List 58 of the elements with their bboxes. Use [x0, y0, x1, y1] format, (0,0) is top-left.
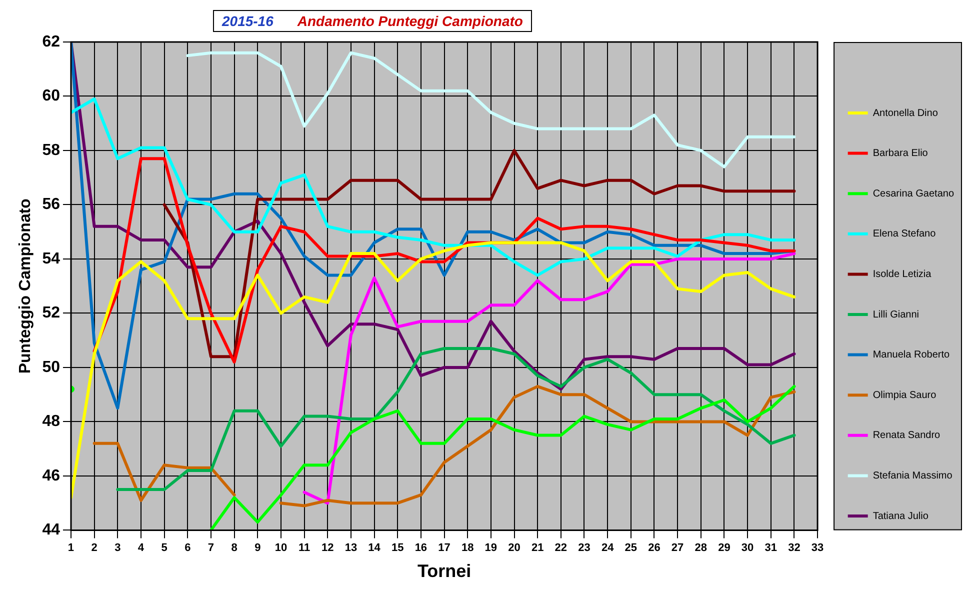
legend-label: Isolde Letizia — [872, 268, 932, 280]
x-tick-label: 29 — [718, 542, 730, 554]
legend-label: Olimpia Sauro — [872, 390, 937, 401]
legend-label: Stefania Massimo — [872, 470, 953, 482]
y-tick-label: 44 — [42, 522, 60, 539]
x-tick-label: 6 — [184, 542, 191, 554]
x-tick-label: 24 — [601, 542, 615, 554]
x-tick-label: 1 — [68, 542, 74, 554]
y-tick-label: 52 — [42, 304, 60, 322]
x-tick-label: 18 — [461, 542, 474, 554]
legend-label: Manuela Roberto — [872, 350, 950, 361]
legend-label: Barbara Elio — [872, 148, 928, 160]
x-tick-label: 10 — [274, 542, 288, 554]
x-tick-label: 14 — [368, 542, 382, 554]
x-tick-label: 11 — [298, 542, 310, 554]
x-tick-label: 32 — [788, 542, 800, 554]
legend-label: Tatiana Julio — [872, 510, 929, 522]
x-tick-label: 22 — [554, 542, 568, 554]
x-tick-label: 13 — [344, 542, 358, 554]
y-tick-label: 60 — [42, 88, 60, 105]
x-tick-label: 12 — [321, 542, 334, 554]
y-tick-label: 56 — [42, 196, 60, 214]
x-tick-label: 26 — [648, 542, 660, 554]
x-tick-label: 2 — [91, 542, 98, 554]
x-tick-label: 4 — [138, 542, 145, 554]
legend-label: Antonella Dino — [872, 108, 938, 119]
x-tick-label: 7 — [208, 542, 214, 554]
y-tick-label: 50 — [42, 358, 60, 376]
x-tick-label: 3 — [114, 542, 121, 554]
x-tick-label: 23 — [578, 542, 590, 554]
x-tick-label: 20 — [508, 542, 520, 554]
x-tick-label: 9 — [254, 542, 261, 554]
y-axis-title: Punteggio Campionato — [17, 198, 34, 374]
legend-label: Elena Stefano — [872, 228, 936, 240]
x-tick-label: 25 — [624, 542, 638, 554]
x-tick-label: 28 — [694, 542, 708, 554]
legend-label: Lilli Gianni — [872, 309, 919, 320]
chart-subtitle: Andamento Punteggi Campionato — [297, 13, 523, 29]
chart-title: 2015-16 — [222, 13, 274, 29]
y-tick-label: 48 — [42, 413, 60, 430]
x-tick-label: 16 — [414, 542, 428, 554]
y-tick-label: 54 — [42, 250, 60, 268]
y-tick-label: 62 — [42, 33, 60, 50]
legend-label: Renata Sandro — [872, 430, 941, 442]
x-tick-label: 15 — [391, 542, 404, 554]
y-tick-label: 46 — [42, 467, 60, 484]
x-tick-label: 19 — [484, 542, 498, 554]
y-tick-label: 58 — [42, 142, 60, 159]
x-tick-label: 31 — [764, 542, 778, 554]
x-axis-title: Tornei — [417, 561, 472, 582]
x-tick-label: 21 — [531, 542, 544, 554]
x-tick-label: 5 — [161, 542, 168, 554]
x-tick-label: 17 — [438, 542, 450, 554]
x-tick-label: 27 — [671, 542, 684, 554]
legend-label: Cesarina Gaetano — [872, 188, 954, 200]
x-tick-label: 8 — [231, 542, 238, 554]
x-tick-label: 30 — [741, 542, 754, 554]
x-tick-label: 33 — [811, 542, 824, 554]
